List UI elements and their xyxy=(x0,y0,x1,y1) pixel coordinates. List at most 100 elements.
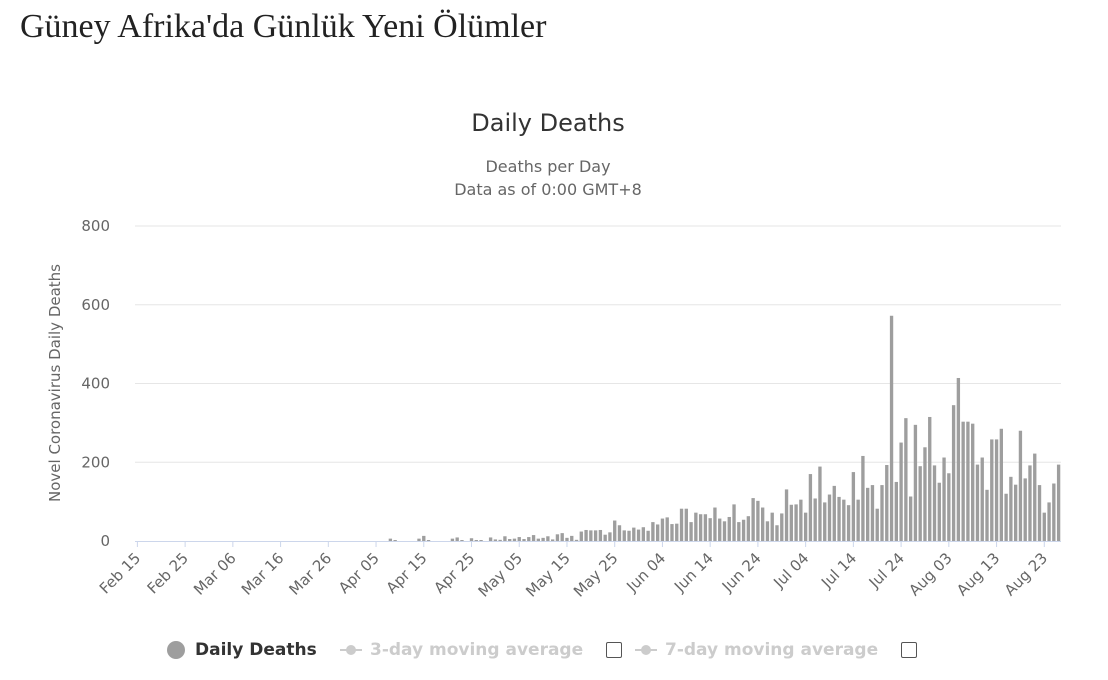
bar xyxy=(818,466,822,541)
bar xyxy=(885,465,889,541)
bar xyxy=(632,527,636,541)
bar xyxy=(1042,512,1046,541)
legend: Daily Deaths 3-day moving average 7-day … xyxy=(0,630,1108,670)
bar xyxy=(932,465,937,541)
bar xyxy=(780,513,784,541)
bar xyxy=(951,405,956,541)
bar xyxy=(665,517,669,542)
bar xyxy=(775,525,779,541)
bar xyxy=(856,499,860,541)
bar xyxy=(880,485,884,541)
bar xyxy=(555,534,560,541)
checkbox-7-day-average[interactable] xyxy=(901,642,917,658)
bar xyxy=(517,537,521,541)
bar xyxy=(675,523,679,541)
bar xyxy=(589,530,593,541)
x-tick-label: Jun 14 xyxy=(670,549,717,596)
bar xyxy=(942,457,946,541)
bar xyxy=(732,504,736,541)
bar xyxy=(636,529,641,541)
x-tick-label: Feb 15 xyxy=(96,549,144,597)
bar xyxy=(756,500,760,541)
bar xyxy=(799,499,803,541)
bar xyxy=(990,439,994,541)
bar xyxy=(598,529,603,541)
x-tick-label: Mar 16 xyxy=(238,549,288,599)
bar xyxy=(1056,464,1061,541)
bar xyxy=(646,530,650,541)
bar xyxy=(703,514,708,541)
bar xyxy=(417,538,421,541)
bar xyxy=(741,519,746,541)
bar xyxy=(961,421,965,541)
x-tick-label: Mar 26 xyxy=(286,549,336,599)
y-tick-label: 200 xyxy=(81,453,110,471)
bar xyxy=(388,538,393,541)
bar xyxy=(808,474,813,541)
bar xyxy=(522,539,526,541)
bar xyxy=(679,508,684,541)
bar xyxy=(937,482,941,541)
x-tick-label: Aug 03 xyxy=(905,549,955,599)
bar xyxy=(498,539,502,541)
bar xyxy=(1018,430,1023,541)
bar xyxy=(722,521,727,541)
bar xyxy=(570,535,574,541)
bar xyxy=(574,539,579,541)
x-tick-label: Jul 14 xyxy=(817,549,860,592)
bar xyxy=(784,489,789,541)
legend-item-7-day-average[interactable]: 7-day moving average xyxy=(635,636,878,664)
bar xyxy=(508,539,512,541)
bar xyxy=(842,499,846,541)
y-axis-label: Novel Coronavirus Daily Deaths xyxy=(46,264,64,502)
bar xyxy=(765,521,770,541)
x-tick-label: Apr 25 xyxy=(430,549,478,597)
legend-item-3-day-average[interactable]: 3-day moving average xyxy=(340,636,583,664)
bar xyxy=(579,531,583,541)
legend-item-daily-deaths[interactable]: Daily Deaths xyxy=(167,636,317,664)
bar xyxy=(832,485,836,542)
bar xyxy=(823,502,827,541)
bar xyxy=(1013,484,1018,541)
y-tick-label: 0 xyxy=(100,532,110,550)
bar xyxy=(426,540,431,541)
bar xyxy=(1033,453,1037,541)
bar xyxy=(718,518,722,541)
bar xyxy=(975,464,980,541)
line-marker-icon xyxy=(340,643,362,657)
x-tick-label: Jun 24 xyxy=(718,549,765,596)
bar xyxy=(531,535,536,541)
bar xyxy=(617,525,622,541)
bar xyxy=(655,524,660,541)
bar xyxy=(1028,465,1032,541)
bar xyxy=(789,504,793,541)
bar xyxy=(770,512,774,541)
bar xyxy=(546,536,550,541)
bar xyxy=(971,423,975,541)
bar xyxy=(904,418,908,541)
bar xyxy=(479,540,483,541)
bar xyxy=(837,496,841,541)
bar xyxy=(627,530,631,541)
bar xyxy=(455,537,459,541)
x-tick-label: May 15 xyxy=(522,549,574,601)
bar xyxy=(584,529,588,541)
bar xyxy=(794,504,798,541)
bar xyxy=(393,540,397,541)
bar xyxy=(846,505,851,541)
bar xyxy=(713,507,717,541)
bar xyxy=(866,487,870,541)
y-tick-label: 800 xyxy=(81,217,110,235)
bar xyxy=(694,512,698,541)
chart-title: Daily Deaths xyxy=(471,109,624,137)
legend-label-daily-deaths: Daily Deaths xyxy=(195,640,317,660)
checkbox-3-day-average[interactable] xyxy=(606,642,622,658)
legend-label-3-day-average: 3-day moving average xyxy=(370,640,584,660)
bar xyxy=(593,530,598,541)
bar xyxy=(889,315,894,541)
chart-subtitle-1: Deaths per Day xyxy=(485,157,610,176)
y-tick-labels: 0 200 400 600 800 xyxy=(81,217,110,550)
x-tick-label: Apr 15 xyxy=(383,549,431,597)
bar xyxy=(727,516,731,541)
